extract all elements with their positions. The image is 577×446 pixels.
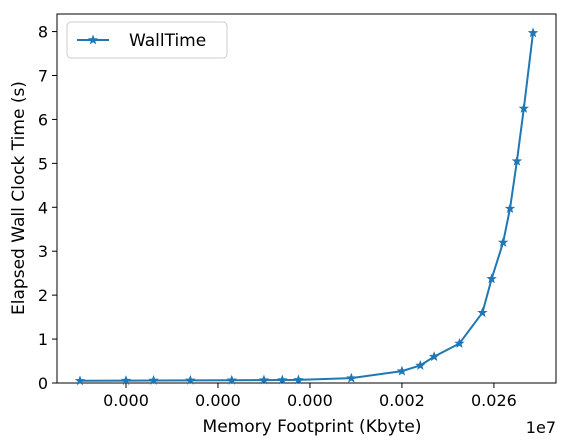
y-tick-label: 2 [38, 286, 48, 305]
data-point-star [277, 374, 288, 385]
y-axis: 0 1 2 3 4 5 6 7 8 [38, 23, 57, 393]
legend[interactable]: WallTime [66, 21, 228, 59]
y-tick-label: 0 [38, 374, 48, 393]
data-point-star [527, 27, 539, 38]
data-point-star [504, 203, 516, 214]
data-point-star [396, 365, 408, 376]
y-tick-label: 3 [38, 242, 48, 261]
data-point-star [415, 359, 426, 370]
data-point-star [148, 374, 159, 385]
series-line [79, 32, 534, 382]
x-tick-label: 0.002 [379, 391, 425, 410]
y-tick-label: 6 [38, 110, 48, 129]
data-point-star [477, 307, 488, 318]
data-point-star [293, 374, 304, 385]
x-tick-label: 0.000 [103, 391, 149, 410]
x-tick-label: 0.000 [287, 391, 333, 410]
x-offset-text: 1e7 [526, 418, 556, 437]
x-axis-label: Memory Footprint (Kbyte) [203, 417, 422, 437]
y-tick-label: 1 [38, 330, 48, 349]
data-point-star [120, 375, 132, 386]
plot-frame [56, 13, 557, 384]
data-point-star [497, 236, 509, 247]
y-axis-label: Elapsed Wall Clock Time (s) [9, 81, 29, 315]
data-point-star [518, 102, 529, 113]
y-tick-label: 8 [38, 23, 48, 42]
y-tick-label: 5 [38, 154, 48, 173]
series-layer [74, 27, 539, 386]
x-tick-label: 0.026 [471, 391, 517, 410]
data-point-star [226, 374, 237, 385]
x-axis: 0.000 0.000 0.000 0.002 0.026 [103, 383, 517, 410]
x-tick-label: 0.000 [195, 391, 241, 410]
legend-label: WallTime [129, 31, 206, 51]
data-point-star [511, 155, 523, 166]
legend-box [66, 21, 228, 59]
data-point-star [486, 273, 497, 284]
y-tick-label: 4 [38, 198, 48, 217]
y-tick-label: 7 [38, 67, 48, 86]
legend-marker-star [87, 34, 99, 45]
data-point-star [74, 375, 86, 386]
data-point-star [258, 374, 270, 385]
data-point-star [428, 351, 440, 362]
data-point-star [346, 372, 357, 383]
data-point-star [185, 374, 196, 385]
data-point-star [454, 338, 465, 348]
